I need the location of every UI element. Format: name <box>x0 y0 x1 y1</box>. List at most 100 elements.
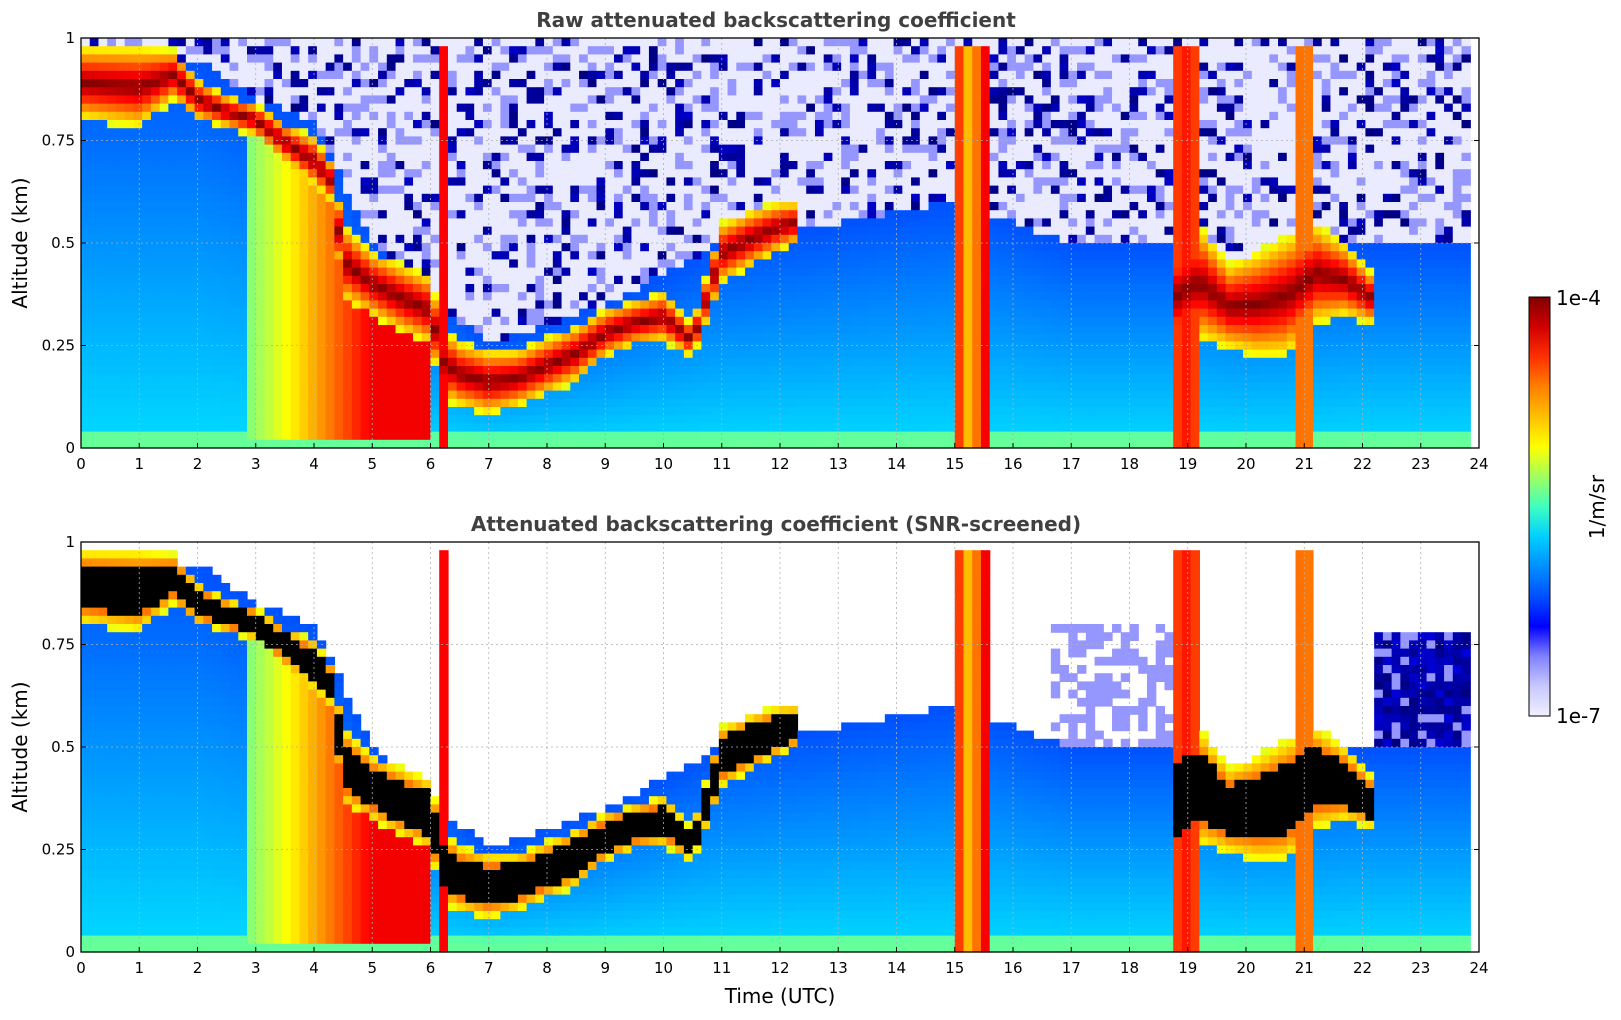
heat-cell <box>788 366 799 375</box>
heat-cell <box>797 185 807 195</box>
heat-cell <box>806 259 816 269</box>
heat-cell <box>273 390 283 400</box>
heat-cell <box>666 161 676 170</box>
heat-cell <box>622 251 633 260</box>
heat-cell <box>727 177 737 187</box>
heat-cell <box>806 415 816 424</box>
heat-cell <box>447 366 458 375</box>
heat-cell <box>517 218 528 228</box>
heat-cell <box>421 111 432 121</box>
heat-cell <box>517 325 528 334</box>
heat-cell <box>229 120 239 129</box>
heat-cell <box>150 382 161 392</box>
heat-cell <box>229 259 239 269</box>
heat-cell <box>561 431 571 441</box>
heat-cell <box>683 70 694 80</box>
heat-cell <box>745 366 755 375</box>
heat-cell <box>264 128 274 137</box>
heat-cell <box>579 439 589 449</box>
heat-cell <box>517 193 528 203</box>
heat-cell <box>133 87 143 96</box>
heat-cell <box>928 398 938 408</box>
heat-cell <box>194 243 204 252</box>
heat-cell <box>212 144 222 154</box>
heat-cell <box>299 177 309 187</box>
heat-cell <box>710 341 720 351</box>
heat-cell <box>587 267 598 277</box>
heat-cell <box>727 366 737 375</box>
heat-cell <box>780 243 790 252</box>
heat-cell <box>640 234 650 244</box>
heat-cell <box>675 341 685 351</box>
heat-cell <box>133 267 143 277</box>
heat-cell <box>928 169 938 178</box>
heat-cell <box>570 243 580 252</box>
heat-cell <box>683 128 694 137</box>
heat-cell <box>290 218 301 228</box>
heat-cell <box>281 275 292 285</box>
heat-cell <box>692 333 702 342</box>
heat-cell <box>133 398 143 408</box>
heat-cell <box>911 70 921 80</box>
heat-cell <box>884 38 895 47</box>
heat-cell <box>849 292 860 301</box>
heat-cell <box>159 210 169 219</box>
heat-cell <box>692 70 702 80</box>
heat-cell <box>867 390 877 400</box>
heat-cell <box>115 431 126 441</box>
heat-cell <box>535 251 545 260</box>
heat-cell <box>788 423 799 433</box>
heat-cell <box>194 316 204 326</box>
heat-cell <box>552 161 563 170</box>
heat-cell <box>194 333 204 342</box>
heat-cell <box>439 366 449 375</box>
heat-cell <box>797 275 807 285</box>
heat-cell <box>701 161 711 170</box>
heat-cell <box>648 202 659 211</box>
heat-cell <box>491 300 501 310</box>
heat-cell <box>351 398 362 408</box>
heat-cell <box>780 38 790 47</box>
heat-cell <box>369 79 379 88</box>
heat-cell <box>203 202 213 211</box>
heat-cell <box>421 284 432 293</box>
heat-cell <box>893 439 903 449</box>
heat-cell <box>447 54 458 64</box>
heat-cell <box>893 120 903 129</box>
heat-cell <box>474 316 484 326</box>
heat-cell <box>220 382 231 392</box>
heat-cell <box>762 398 772 408</box>
heat-cell <box>675 185 685 195</box>
heat-cell <box>177 95 187 105</box>
heat-cell <box>919 415 930 424</box>
heat-cell <box>290 144 301 154</box>
heat-cell <box>290 95 301 105</box>
heat-cell <box>281 226 292 236</box>
heat-cell <box>115 185 126 195</box>
heat-cell <box>89 284 100 293</box>
heat-cell <box>762 234 772 244</box>
heat-cell <box>456 366 467 375</box>
heat-cell <box>150 111 161 121</box>
heat-cell <box>474 398 484 408</box>
heat-cell <box>255 439 266 449</box>
heat-cell <box>194 161 204 170</box>
heat-cell <box>727 243 737 252</box>
heat-cell <box>788 300 799 310</box>
heat-cell <box>456 292 467 301</box>
heat-cell <box>456 152 467 162</box>
heat-cell <box>946 259 956 269</box>
heat-cell <box>544 95 554 105</box>
heat-cell <box>893 366 903 375</box>
heat-cell <box>762 275 772 285</box>
heat-cell <box>255 431 266 441</box>
heat-cell <box>89 152 100 162</box>
heat-cell <box>281 169 292 178</box>
heat-cell <box>561 46 571 55</box>
heat-cell <box>884 193 895 203</box>
heat-cell <box>482 161 493 170</box>
heat-cell <box>867 70 877 80</box>
heat-cell <box>780 46 790 55</box>
heat-cell <box>168 415 178 424</box>
heat-cell <box>657 382 668 392</box>
